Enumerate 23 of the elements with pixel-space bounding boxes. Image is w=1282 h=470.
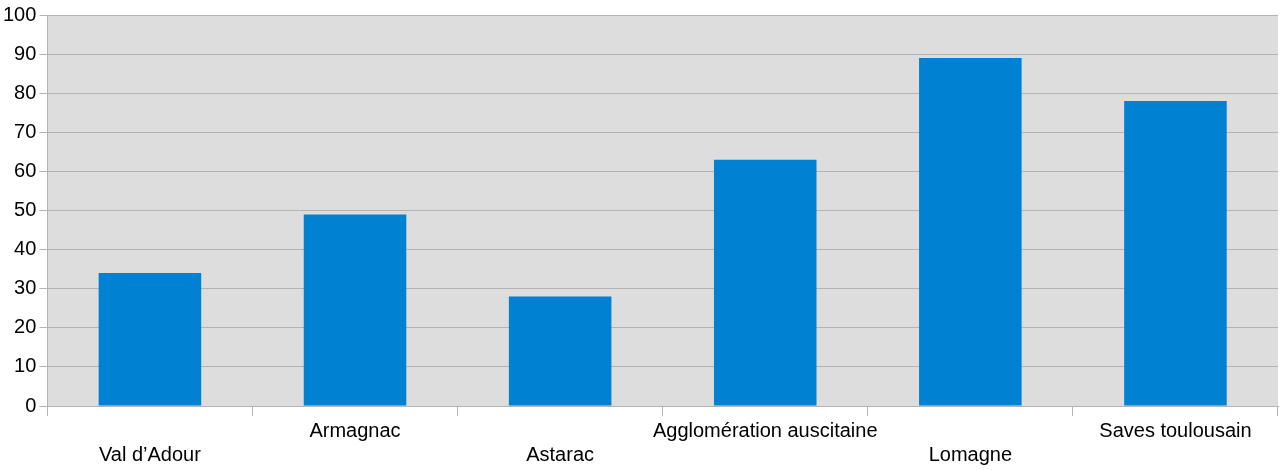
x-tick-label: Lomagne bbox=[928, 442, 1013, 465]
y-tick-label: 30 bbox=[14, 276, 37, 299]
y-tick-label: 90 bbox=[14, 41, 37, 64]
x-tick-label: Agglomération auscitaine bbox=[652, 418, 878, 441]
x-tick-label: Val d’Adour bbox=[98, 442, 202, 465]
bar bbox=[508, 296, 612, 406]
x-tick-label: Saves toulousain bbox=[1099, 418, 1252, 441]
bar bbox=[919, 58, 1022, 406]
y-tick-label: 70 bbox=[14, 119, 37, 142]
y-tick-label: 50 bbox=[14, 198, 37, 221]
y-tick-label: 10 bbox=[14, 354, 37, 377]
y-tick-label: 80 bbox=[14, 80, 37, 103]
y-tick-label: 40 bbox=[14, 237, 37, 260]
y-tick-label: 60 bbox=[14, 158, 37, 181]
bar bbox=[1124, 101, 1227, 406]
y-tick-label: 20 bbox=[14, 315, 37, 338]
y-tick-label: 0 bbox=[25, 393, 37, 416]
bar bbox=[303, 214, 407, 406]
bar bbox=[98, 273, 202, 406]
x-tick-label: Astarac bbox=[526, 442, 595, 465]
y-tick-label: 100 bbox=[2, 2, 37, 25]
bar bbox=[713, 159, 817, 406]
x-tick-label: Armagnac bbox=[309, 418, 401, 441]
